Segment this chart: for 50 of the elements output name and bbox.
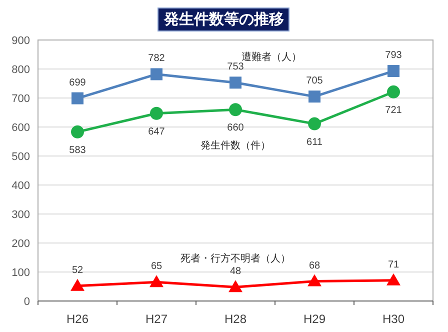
data-label: 647: [148, 126, 166, 138]
y-tick-label: 300: [12, 209, 30, 221]
point: [70, 278, 84, 291]
x-tick-label: H29: [303, 312, 326, 326]
x-tick-label: H27: [145, 312, 168, 326]
data-label: 793: [385, 50, 402, 62]
data-label: 705: [306, 76, 324, 87]
point: [308, 90, 320, 103]
y-tick-label: 500: [12, 151, 30, 163]
x-tick-label: H26: [66, 312, 89, 326]
point: [150, 68, 162, 80]
series-label: 死者・行方不明者（人）: [180, 252, 290, 264]
data-label: 721: [385, 104, 402, 116]
point: [72, 92, 84, 104]
y-tick-label: 400: [12, 180, 30, 192]
data-label: 71: [388, 259, 400, 270]
y-tick-label: 700: [12, 93, 30, 105]
point: [71, 125, 84, 138]
point: [308, 274, 322, 286]
point: [150, 106, 163, 120]
data-label: 611: [306, 136, 323, 148]
data-label: 782: [148, 53, 166, 64]
point: [230, 76, 242, 89]
data-label: 660: [227, 122, 244, 134]
point: [229, 103, 242, 116]
series-label: 遭難者（人）: [242, 50, 302, 63]
data-label: 753: [227, 62, 244, 73]
point: [150, 275, 164, 288]
y-tick-label: 600: [12, 122, 30, 134]
title: 発生件数等の推移: [158, 8, 290, 32]
chart-title: 発生件数等の推移: [163, 11, 284, 28]
data-label: 68: [308, 260, 320, 272]
point: [308, 117, 321, 130]
data-label: 65: [150, 261, 162, 272]
point: [388, 65, 400, 78]
data-label: 699: [69, 77, 86, 88]
y-tick-label: 900: [12, 35, 30, 47]
y-tick-label: 200: [12, 238, 30, 250]
y-tick-label: 800: [12, 64, 30, 76]
data-label: 52: [72, 264, 84, 276]
data-label: 583: [69, 144, 86, 156]
data-label: 48: [230, 266, 242, 278]
point: [386, 273, 400, 286]
x-tick-label: H30: [382, 312, 405, 326]
y-tick-label: 0: [24, 296, 30, 308]
point: [228, 280, 242, 292]
text: 発生件数（件）: [200, 139, 270, 152]
y-tick-label: 100: [12, 267, 30, 279]
x-tick-label: H28: [224, 312, 247, 326]
point: [387, 85, 400, 98]
